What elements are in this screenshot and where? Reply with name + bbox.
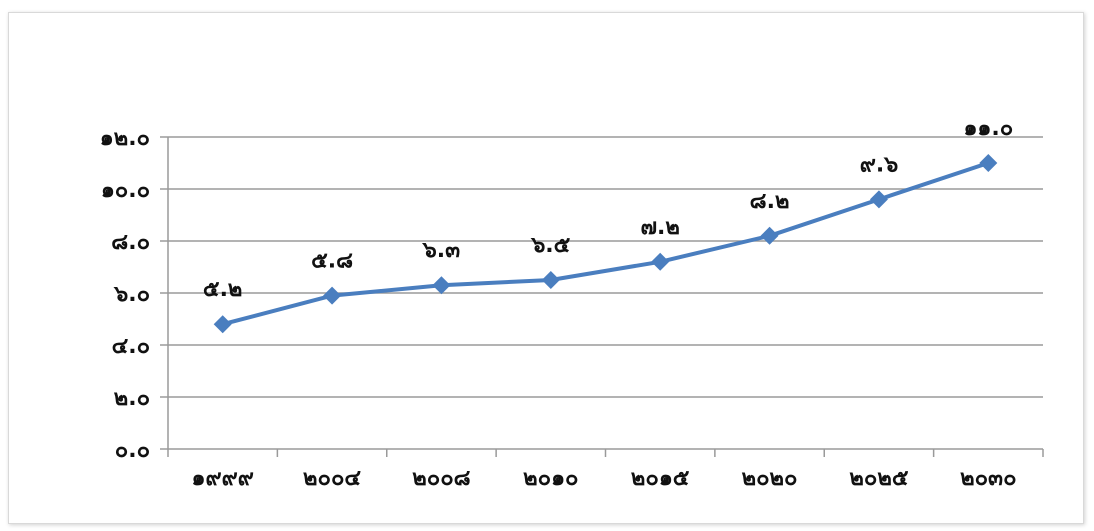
data-point-marker [979,154,998,172]
x-tick-label: ๒๐๒๐ [742,466,798,491]
series-line [220,161,991,327]
x-tick-label: ๒๐๑๐ [523,466,578,491]
y-tick-label: ๖.๐ [113,282,150,307]
data-point-marker [432,276,451,295]
y-tick-label: ๑๐.๐ [101,178,150,203]
data-point-marker [541,271,560,289]
y-tick-label: ๘.๐ [111,230,150,255]
y-axis-ticks: ๐.๐ ๒.๐ ๔.๐ ๖.๐ ๘.๐ ๑๐.๐ ๑๒.๐ [100,126,168,463]
chart-frame [8,12,1084,524]
data-labels: ๕.๒ ๕.๘ ๖.๓ ๖.๕ ๗.๒ ๘.๒ ๙.๖ ๑๑.๐ [203,116,1013,302]
x-axis-ticks: ๑๙๙๙ ๒๐๐๔ ๒๐๐๘ ๒๐๑๐ ๒๐๑๕ ๒๐๒๐ ๒๐๒๕ ๒๐๓๐ [167,449,1044,491]
y-tick-label: ๒.๐ [114,386,150,411]
x-tick-label: ๒๐๒๕ [849,466,908,491]
x-tick-label: ๒๐๑๕ [631,466,690,491]
data-label: ๕.๒ [203,277,243,302]
data-label: ๖.๓ [422,238,460,263]
y-tick-label: ๔.๐ [112,334,150,359]
data-point-marker [760,226,779,245]
data-label: ๑๑.๐ [963,116,1013,141]
y-tick-label: ๐.๐ [115,438,150,463]
y-tick-label: ๑๒.๐ [100,126,150,151]
x-tick-label: ๒๐๐๘ [412,466,470,491]
x-tick-label: ๒๐๓๐ [960,466,1016,491]
data-label: ๘.๒ [750,189,790,214]
x-tick-label: ๒๐๐๔ [303,466,361,491]
grid-lines [168,136,1043,398]
data-markers [213,154,998,334]
data-point-marker [651,252,670,271]
x-tick-label: ๑๙๙๙ [192,466,254,491]
data-point-marker [869,190,888,209]
data-point-marker [213,315,232,334]
data-label: ๙.๖ [860,152,898,177]
data-point-marker [323,286,342,305]
data-label: ๗.๒ [640,215,679,240]
data-label: ๖.๕ [530,233,570,258]
data-label: ๕.๘ [311,249,353,274]
